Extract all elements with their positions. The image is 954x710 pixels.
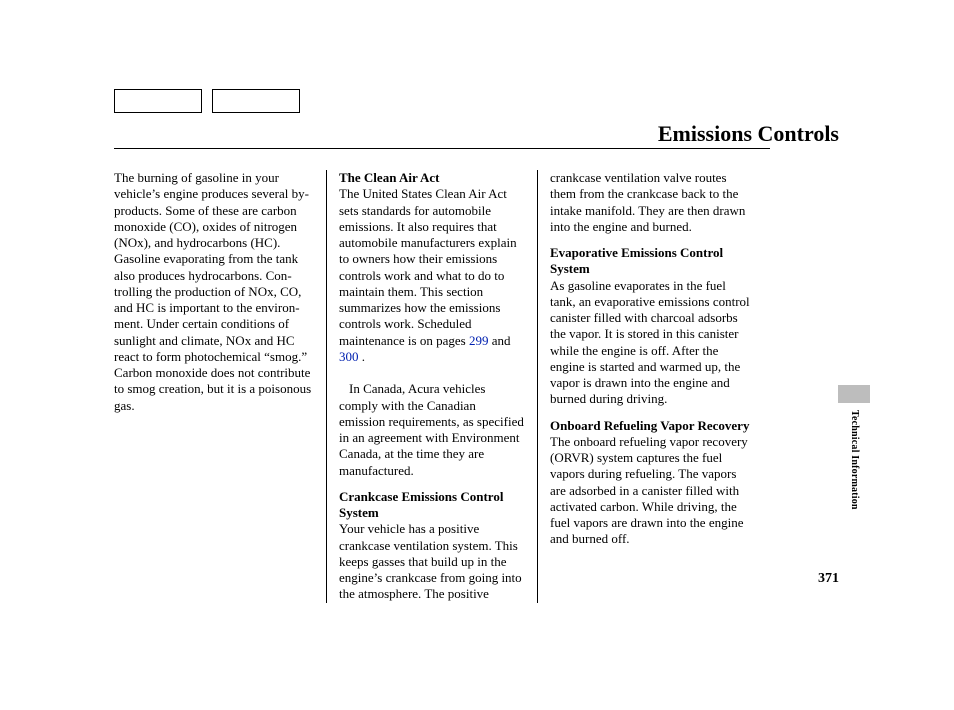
nav-box-1[interactable] [114, 89, 202, 113]
nav-box-2[interactable] [212, 89, 300, 113]
column-3: crankcase ventilation valve routes them … [538, 170, 750, 603]
page-link-300[interactable]: 300 [339, 349, 359, 364]
page-link-299[interactable]: 299 [469, 333, 489, 348]
column-2: The Clean Air Act The United States Clea… [326, 170, 538, 603]
page-title: Emissions Controls [658, 121, 839, 147]
evaporative-text: As gasoline evaporates in the fuel tank,… [550, 278, 750, 407]
evaporative-section: Evaporative Emissions Control System As … [550, 245, 750, 408]
orvr-section: Onboard Refueling Vapor Recovery The onb… [550, 418, 750, 548]
crankcase-heading: Crankcase Emissions Control System [339, 489, 525, 522]
clean-air-act-text-a: The United States Clean Air Act sets sta… [339, 186, 517, 347]
link-separator: and [492, 333, 511, 348]
orvr-text: The onboard refueling vapor recovery (OR… [550, 434, 748, 547]
section-label: Technical Information [849, 410, 860, 510]
canada-paragraph: In Canada, Acura vehicles comply with th… [339, 381, 525, 479]
column-1: The burning of gasoline in your vehicle’… [114, 170, 326, 603]
link-end: . [362, 349, 365, 364]
orvr-heading: Onboard Refueling Vapor Recovery [550, 418, 750, 434]
crankcase-continued: crankcase ventilation valve routes them … [550, 170, 750, 235]
crankcase-text: Your vehicle has a positive crankcase ve… [339, 521, 522, 601]
intro-paragraph: The burning of gasoline in your vehicle’… [114, 170, 314, 414]
evaporative-heading: Evaporative Emissions Control System [550, 245, 750, 278]
title-rule [114, 148, 770, 149]
content-columns: The burning of gasoline in your vehicle’… [114, 170, 770, 603]
top-box-row [114, 89, 300, 113]
clean-air-act-heading: The Clean Air Act [339, 170, 440, 185]
section-tab [838, 385, 870, 403]
crankcase-section: Crankcase Emissions Control System Your … [339, 489, 525, 603]
clean-air-act-section: The Clean Air Act The United States Clea… [339, 170, 525, 365]
page-number: 371 [818, 571, 839, 587]
